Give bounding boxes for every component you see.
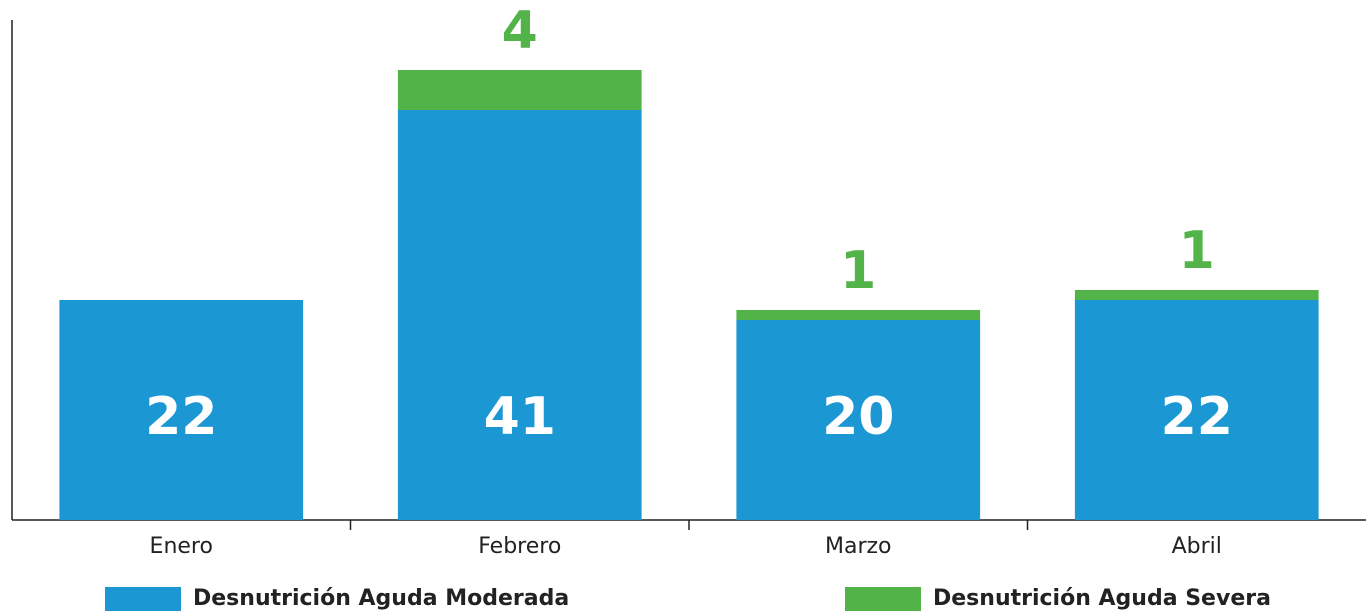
bar-segment bbox=[397, 110, 642, 520]
data-label: 22 bbox=[145, 387, 217, 447]
bar-segment bbox=[1074, 300, 1319, 520]
x-tick-label: Marzo bbox=[825, 534, 892, 559]
data-label: 41 bbox=[484, 387, 556, 447]
x-tick-label: Abril bbox=[1172, 534, 1222, 559]
legend-swatch bbox=[845, 587, 921, 611]
x-tick-label: Febrero bbox=[478, 534, 561, 559]
bar-segment bbox=[397, 70, 642, 110]
legend-swatch bbox=[105, 587, 181, 611]
bar-segment bbox=[1074, 290, 1319, 300]
data-label: 4 bbox=[502, 1, 538, 61]
data-label: 20 bbox=[822, 387, 894, 447]
data-label: 1 bbox=[1179, 221, 1215, 281]
data-label: 1 bbox=[840, 241, 876, 301]
bar-segment bbox=[59, 300, 304, 520]
legend-label: Desnutrición Aguda Moderada bbox=[193, 586, 569, 611]
legend-label: Desnutrición Aguda Severa bbox=[933, 586, 1271, 611]
x-tick-label: Enero bbox=[150, 534, 213, 559]
bar-segment bbox=[736, 320, 981, 520]
bar-segment bbox=[736, 310, 981, 320]
data-label: 22 bbox=[1161, 387, 1233, 447]
